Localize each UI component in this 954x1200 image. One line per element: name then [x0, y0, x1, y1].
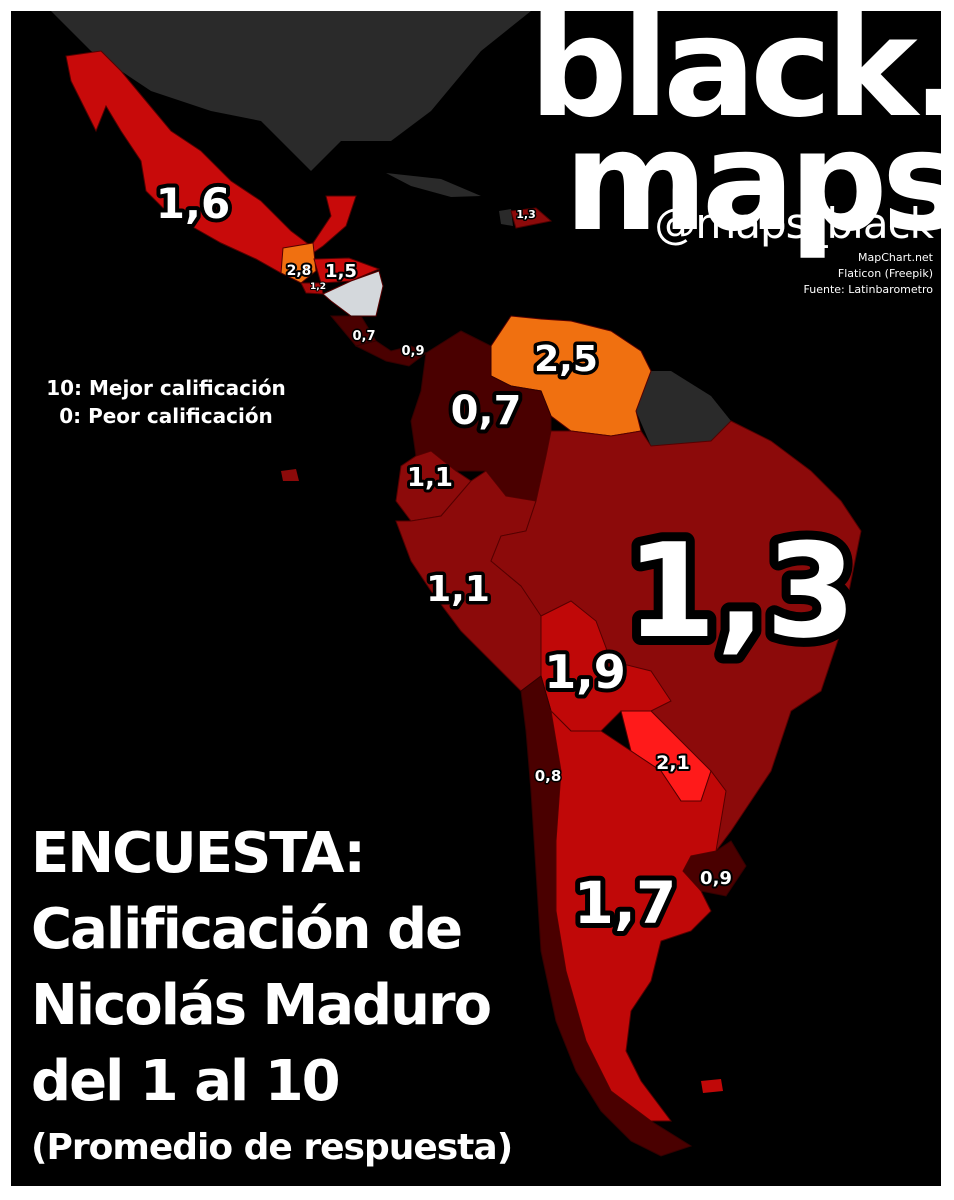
label-peru: 1,1 — [426, 569, 490, 610]
region-usa — [51, 11, 531, 171]
label-uruguay: 0,9 — [700, 868, 732, 889]
credit-source: Fuente: Latinbarometro — [803, 283, 933, 296]
region-guianas — [636, 371, 731, 446]
credit-mapchart: MapChart.net — [858, 251, 933, 264]
region-haiti — [499, 209, 513, 226]
label-panama: 0,9 — [401, 344, 424, 359]
country-mexico — [65, 50, 357, 274]
title-line4: del 1 al 10 — [31, 1049, 341, 1114]
brand-logo-line1: black. — [529, 11, 941, 148]
brand-logo-line2: maps — [564, 101, 941, 262]
label-paraguay: 2,1 — [656, 752, 690, 774]
country-dominican — [510, 207, 553, 229]
label-guatemala: 2,8 — [287, 263, 312, 279]
label-elsalvador: 1,2 — [310, 282, 326, 292]
country-guatemala — [280, 242, 317, 284]
label-costarica: 0,7 — [352, 329, 375, 344]
country-honduras — [313, 257, 381, 284]
title-line1: ENCUESTA: — [31, 821, 366, 886]
label-dominican: 1,3 — [516, 208, 536, 221]
title-line3: Nicolás Maduro — [31, 973, 492, 1038]
region-cuba — [386, 173, 481, 197]
label-mexico: 1,6 — [156, 179, 230, 228]
label-chile: 0,8 — [535, 767, 562, 785]
label-ecuador: 1,1 — [407, 463, 453, 493]
legend-best: 10: Mejor calificación — [46, 376, 286, 400]
title-subtitle: (Promedio de respuesta) — [31, 1127, 513, 1168]
label-venezuela: 2,5 — [534, 339, 598, 380]
title-line2: Calificación de — [31, 897, 463, 962]
label-honduras: 1,5 — [325, 261, 357, 282]
label-colombia: 0,7 — [451, 388, 522, 434]
label-argentina: 1,7 — [574, 869, 677, 937]
country-falklands — [701, 1079, 723, 1093]
map-frame: 1,6 2,8 1,5 1,2 0,7 0,9 1,3 2,5 0,7 1,1 … — [11, 11, 941, 1186]
choropleth-map: 1,6 2,8 1,5 1,2 0,7 0,9 1,3 2,5 0,7 1,1 … — [51, 11, 865, 1157]
galapagos — [281, 469, 299, 481]
social-handle: @maps_black — [654, 199, 934, 248]
country-nicaragua — [322, 270, 384, 317]
label-bolivia: 1,9 — [544, 645, 626, 699]
legend-worst: 0: Peor calificación — [59, 404, 273, 428]
label-brazil: 1,3 — [626, 515, 856, 667]
credit-flaticon: Flaticon (Freepik) — [837, 267, 933, 280]
country-panama — [354, 340, 427, 367]
country-argentina — [550, 709, 727, 1122]
